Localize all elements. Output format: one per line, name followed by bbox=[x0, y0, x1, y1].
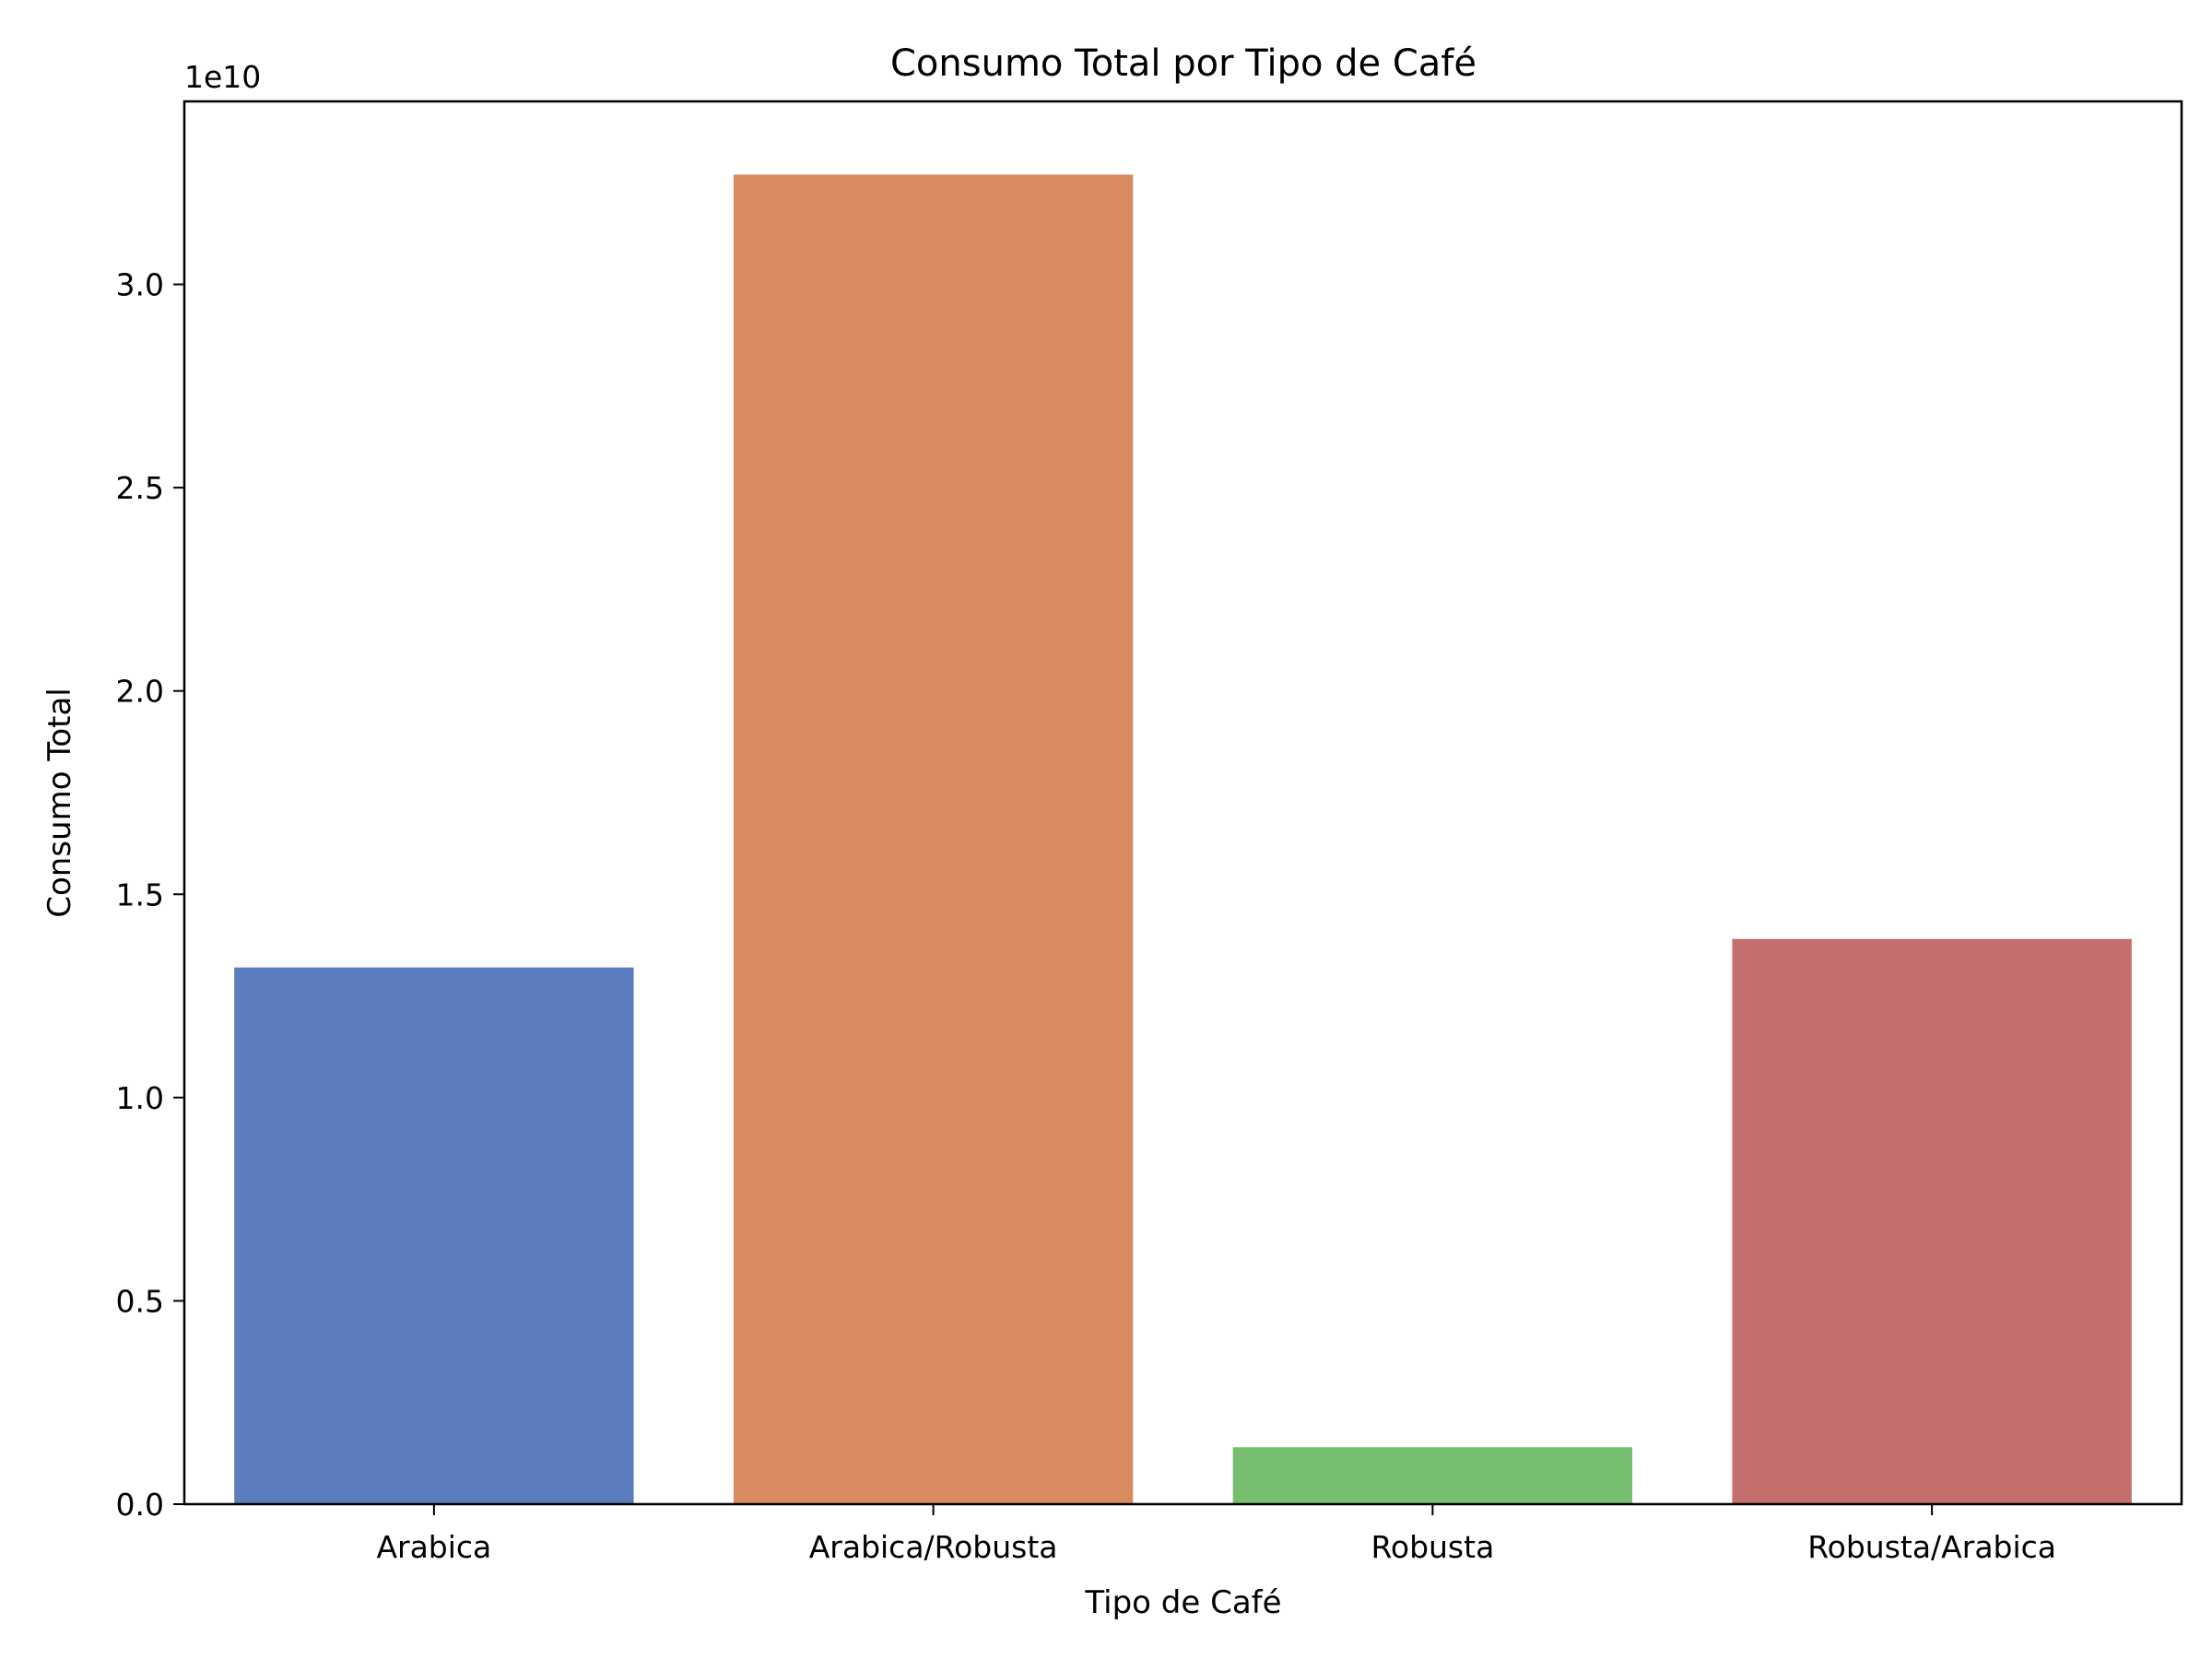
y-axis-offset-label: 1e10 bbox=[184, 59, 261, 95]
chart-title: Consumo Total por Tipo de Café bbox=[890, 42, 1477, 85]
y-tick-label: 2.0 bbox=[116, 674, 164, 710]
bar-robusta bbox=[1232, 1447, 1633, 1504]
bar-robusta-arabica bbox=[1732, 938, 2132, 1504]
y-tick-label: 3.0 bbox=[116, 267, 164, 303]
x-tick-label: Robusta bbox=[1371, 1529, 1494, 1565]
x-tick-label: Robusta/Arabica bbox=[1807, 1529, 2056, 1565]
y-tick-label: 0.0 bbox=[116, 1487, 164, 1523]
plot-area-frame bbox=[182, 100, 2183, 1506]
x-tick-label: Arabica/Robusta bbox=[809, 1529, 1058, 1565]
y-tick-label: 0.5 bbox=[116, 1283, 164, 1319]
y-tick-label: 2.5 bbox=[116, 470, 164, 506]
y-axis-label: Consumo Total bbox=[41, 688, 78, 918]
bars-group bbox=[234, 174, 2132, 1504]
y-axis-ticks: 0.0 0.5 1.0 1.5 2.0 2.5 3.0 bbox=[116, 267, 184, 1523]
x-tick-label: Arabica bbox=[376, 1529, 491, 1565]
y-tick-label: 1.0 bbox=[116, 1080, 164, 1116]
y-tick-label: 1.5 bbox=[116, 877, 164, 912]
bar-arabica bbox=[234, 967, 634, 1504]
x-axis-ticks: Arabica Arabica/Robusta Robusta Robusta/Ara… bbox=[376, 1504, 2056, 1565]
x-axis-label: Tipo de Café bbox=[1084, 1584, 1281, 1621]
bar-arabica-robusta bbox=[733, 174, 1134, 1504]
